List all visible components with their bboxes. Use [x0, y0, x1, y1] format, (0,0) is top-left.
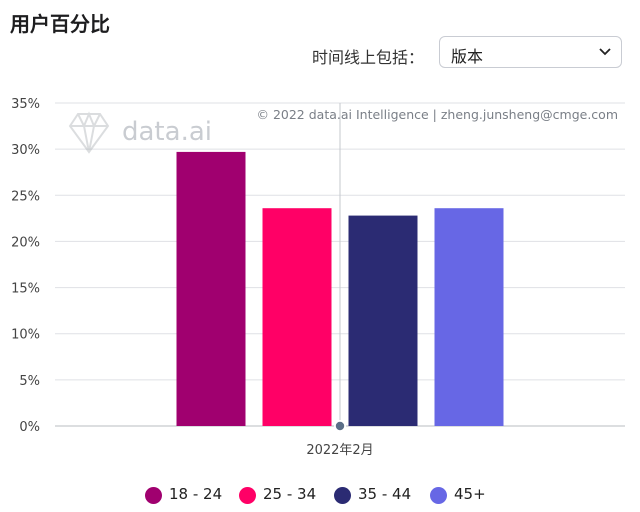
- bar-chart: 0% 5% 10% 15% 20% 25% 30% 35% data.ai © 2022 da…: [11, 97, 625, 458]
- page-title: 用户百分比: [10, 12, 110, 36]
- legend-dot: [334, 487, 351, 504]
- timeline-filter-value: 版本: [451, 47, 484, 66]
- legend-label: 35 - 44: [358, 485, 412, 503]
- legend-label: 45+: [454, 485, 486, 503]
- bar-18-24[interactable]: [176, 151, 246, 426]
- y-tick-label: 20%: [11, 235, 40, 250]
- bars: [176, 151, 504, 426]
- y-tick-label: 30%: [11, 143, 40, 158]
- y-tick-label: 0%: [19, 420, 40, 435]
- watermark-logo: data.ai: [68, 111, 212, 154]
- y-tick-label: 5%: [19, 374, 40, 389]
- y-tick-label: 35%: [11, 97, 40, 112]
- copyright-text: © 2022 data.ai Intelligence | zheng.juns…: [256, 107, 618, 122]
- legend-dot: [430, 487, 447, 504]
- timeline-filter-select[interactable]: 版本: [439, 36, 622, 68]
- bar-35-44[interactable]: [348, 215, 418, 426]
- legend-dot: [145, 487, 162, 504]
- legend: 18 - 24 25 - 34 35 - 44 45+: [0, 484, 640, 506]
- y-tick-label: 10%: [11, 328, 40, 343]
- y-tick-label: 25%: [11, 189, 40, 204]
- legend-dot: [239, 487, 256, 504]
- watermark-logo-text: data.ai: [122, 117, 212, 147]
- cursor-dot[interactable]: [335, 421, 345, 431]
- legend-label: 25 - 34: [263, 485, 317, 503]
- bar-25-34[interactable]: [262, 208, 332, 426]
- y-axis-ticks: 0% 5% 10% 15% 20% 25% 30% 35%: [11, 97, 40, 435]
- x-tick-label: 2022年2月: [306, 443, 373, 458]
- diamond-icon: [68, 111, 110, 154]
- legend-label: 18 - 24: [169, 485, 223, 503]
- chevron-down-icon: [599, 48, 611, 56]
- timeline-filter-label: 时间线上包括：: [312, 48, 425, 67]
- y-tick-label: 15%: [11, 282, 40, 297]
- bar-45-plus[interactable]: [434, 208, 504, 426]
